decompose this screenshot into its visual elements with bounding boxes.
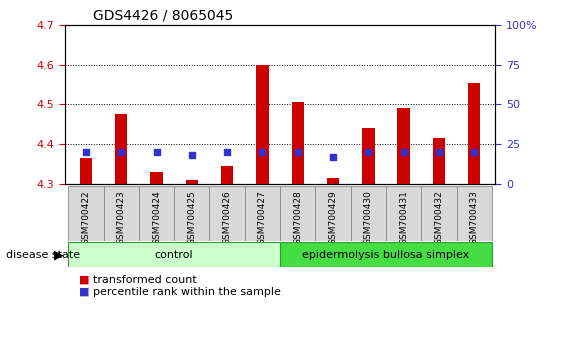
- Bar: [221, 166, 233, 184]
- Bar: [115, 114, 127, 184]
- Text: ■: ■: [79, 275, 90, 285]
- Bar: [68, 186, 104, 241]
- Text: GSM700422: GSM700422: [82, 190, 91, 245]
- Text: GSM700423: GSM700423: [117, 190, 126, 245]
- Point: [329, 154, 338, 160]
- Bar: [327, 178, 339, 184]
- Point: [117, 149, 126, 155]
- Bar: [386, 186, 421, 241]
- Bar: [104, 186, 139, 241]
- Text: epidermolysis bullosa simplex: epidermolysis bullosa simplex: [302, 250, 470, 260]
- Point: [82, 149, 91, 155]
- Point: [258, 149, 267, 155]
- Bar: [457, 186, 492, 241]
- Bar: [351, 186, 386, 241]
- Point: [399, 149, 408, 155]
- Text: GSM700424: GSM700424: [152, 190, 161, 245]
- Bar: [150, 172, 163, 184]
- Bar: [468, 82, 480, 184]
- Text: percentile rank within the sample: percentile rank within the sample: [93, 287, 281, 297]
- Text: control: control: [155, 250, 194, 260]
- Bar: [280, 242, 492, 267]
- Text: GDS4426 / 8065045: GDS4426 / 8065045: [93, 9, 233, 23]
- Bar: [80, 158, 92, 184]
- Bar: [245, 186, 280, 241]
- Point: [222, 149, 231, 155]
- Bar: [421, 186, 457, 241]
- Text: GSM700425: GSM700425: [187, 190, 196, 245]
- Bar: [292, 102, 304, 184]
- Bar: [397, 108, 410, 184]
- Bar: [256, 65, 269, 184]
- Bar: [315, 186, 351, 241]
- Bar: [209, 186, 245, 241]
- Bar: [433, 138, 445, 184]
- Text: GSM700432: GSM700432: [435, 190, 444, 245]
- Bar: [280, 186, 315, 241]
- Text: GSM700433: GSM700433: [470, 190, 479, 245]
- Point: [152, 149, 161, 155]
- Text: disease state: disease state: [6, 250, 80, 260]
- Text: GSM700429: GSM700429: [329, 190, 338, 245]
- Text: GSM700427: GSM700427: [258, 190, 267, 245]
- Bar: [174, 186, 209, 241]
- Text: GSM700430: GSM700430: [364, 190, 373, 245]
- Text: ■: ■: [79, 287, 90, 297]
- Point: [364, 149, 373, 155]
- Bar: [139, 186, 174, 241]
- Point: [470, 149, 479, 155]
- Bar: [186, 180, 198, 184]
- Point: [293, 149, 302, 155]
- Text: ▶: ▶: [53, 249, 63, 261]
- Text: GSM700428: GSM700428: [293, 190, 302, 245]
- Point: [187, 153, 196, 158]
- Text: GSM700431: GSM700431: [399, 190, 408, 245]
- Text: transformed count: transformed count: [93, 275, 196, 285]
- Point: [435, 149, 444, 155]
- Text: GSM700426: GSM700426: [222, 190, 231, 245]
- Bar: [362, 128, 374, 184]
- Bar: [68, 242, 280, 267]
